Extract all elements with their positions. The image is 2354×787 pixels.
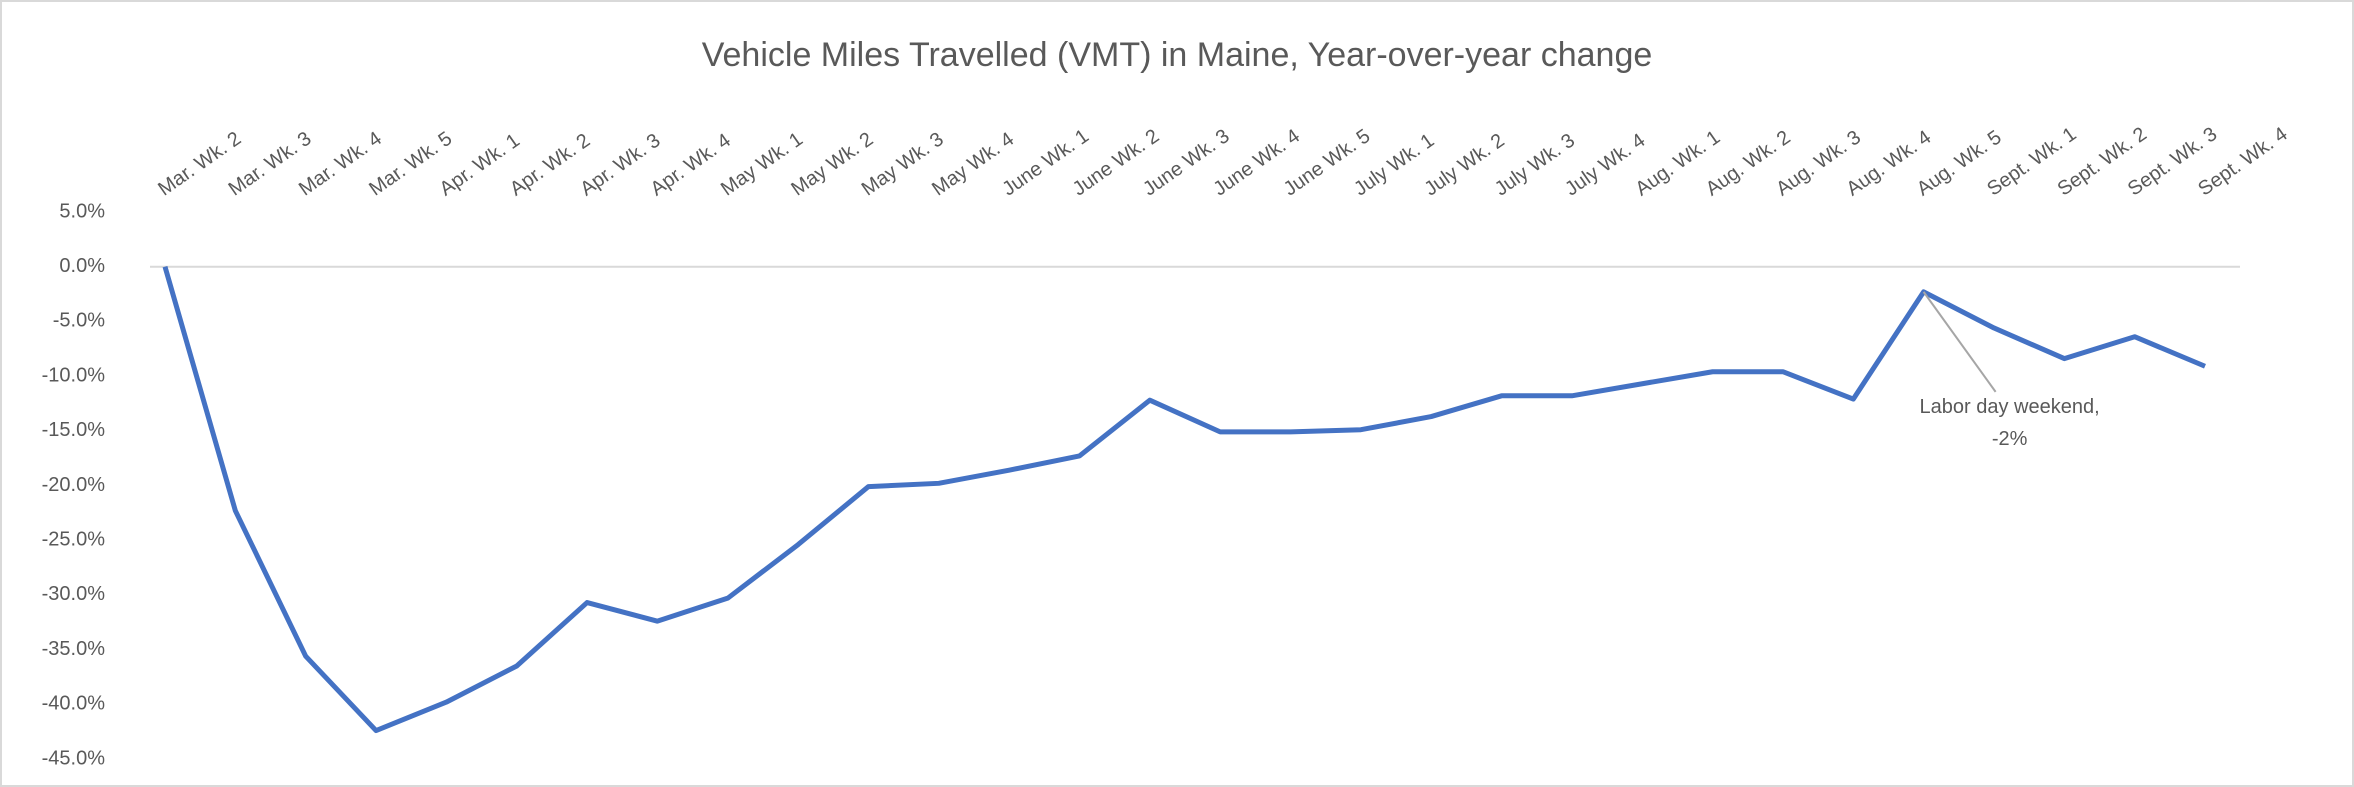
annotation-text: -2%: [1992, 428, 2028, 450]
annotation-text: Labor day weekend,: [1920, 396, 2100, 418]
data-line: [162, 266, 2206, 734]
y-tick-label: -15.0%: [42, 419, 106, 441]
y-tick-label: -10.0%: [42, 364, 106, 386]
y-tick-label: -40.0%: [42, 693, 106, 715]
y-tick-label: 0.0%: [59, 255, 105, 277]
y-tick-label: -30.0%: [42, 583, 106, 605]
y-tick-label: -20.0%: [42, 474, 106, 496]
annotation-leader: [1922, 291, 1997, 393]
y-tick-label: -35.0%: [42, 638, 106, 660]
y-tick-label: 5.0%: [59, 200, 105, 222]
chart-title: Vehicle Miles Travelled (VMT) in Maine, …: [702, 36, 1653, 74]
y-tick-label: -45.0%: [42, 747, 106, 769]
y-tick-label: -25.0%: [42, 528, 106, 550]
y-tick-label: -5.0%: [53, 310, 105, 332]
